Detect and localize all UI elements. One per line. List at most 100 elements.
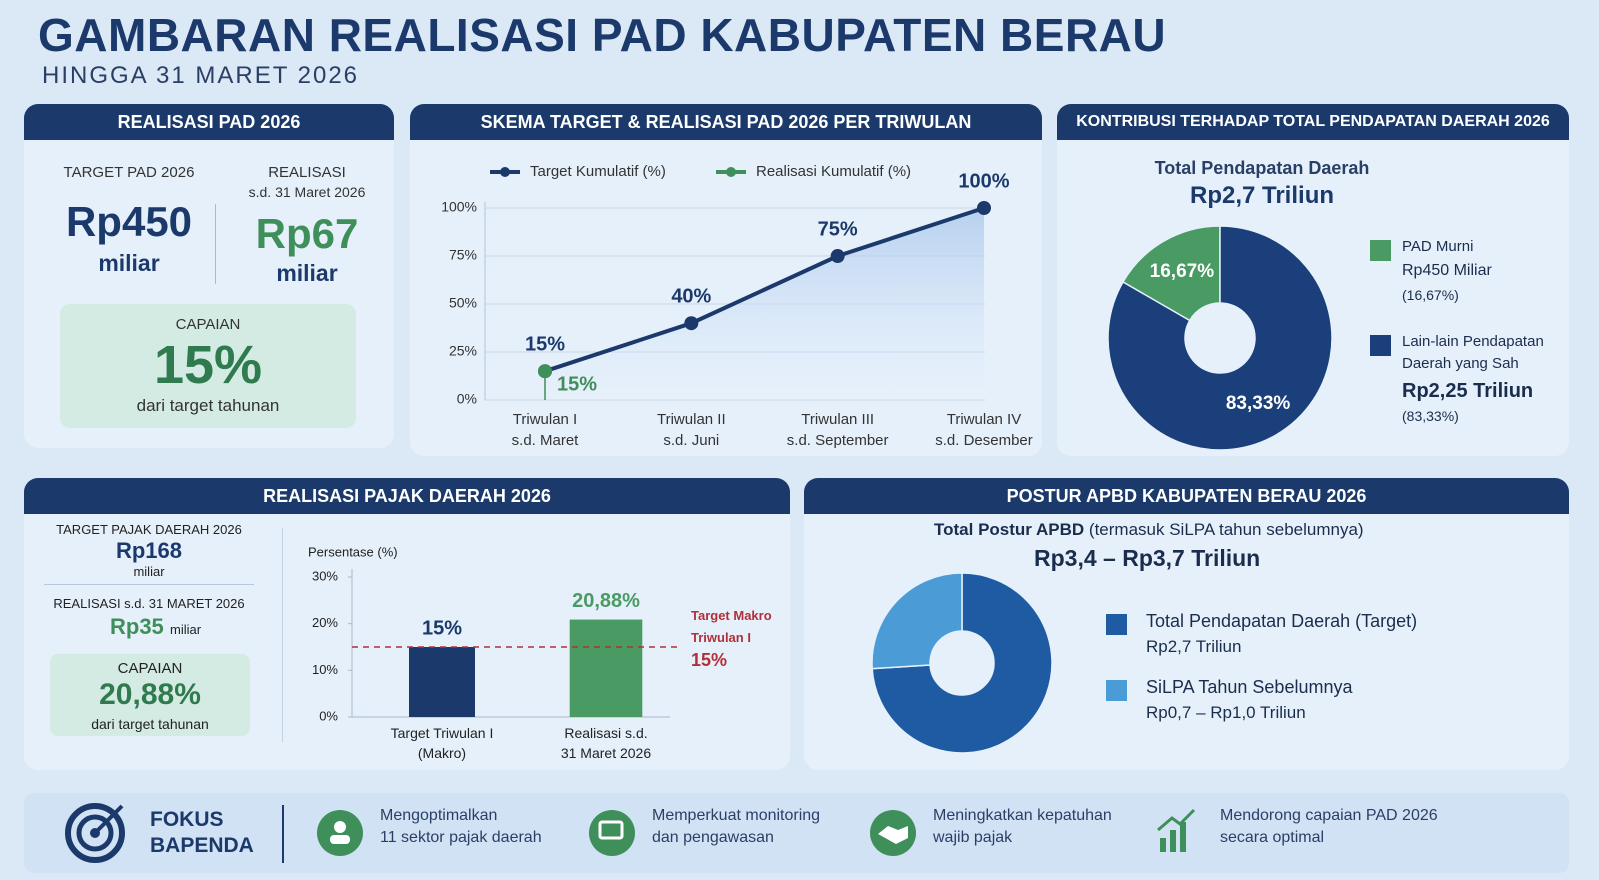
data-label: 15%	[422, 617, 462, 639]
label: CAPAIAN	[175, 316, 241, 333]
icon	[1160, 838, 1166, 852]
focus-item: Mengoptimalkan 11 sektor pajak daerah	[380, 807, 542, 846]
bar	[409, 647, 475, 717]
pie-subtitle-row: Total Postur APBD (termasuk SiLPA tahun …	[934, 520, 1364, 540]
point	[684, 316, 699, 331]
y-axis-label: Persentase (%)	[308, 544, 398, 559]
legend-detail: Rp2,7 Triliun	[1146, 637, 1241, 656]
y-tick-label: 0%	[457, 391, 477, 407]
legend-swatch	[1106, 614, 1127, 635]
legend-detail: Rp2,25 Triliun	[1402, 380, 1533, 402]
label: REALISASI	[268, 164, 346, 181]
data-label: 16,67%	[1150, 261, 1215, 282]
data-label: 40%	[671, 285, 711, 307]
data-label: 15%	[525, 333, 565, 355]
divider	[44, 584, 254, 585]
value: Rp450	[65, 198, 193, 245]
pie-subtitle: Total Postur APBD	[934, 520, 1085, 539]
pie-total: Rp3,4 – Rp3,7 Triliun	[1034, 545, 1261, 571]
target-icon	[65, 803, 125, 863]
value: 20,88%	[99, 678, 201, 711]
label: s.d. 31 Maret 2026	[248, 184, 366, 200]
focus-item: Memperkuat monitoring dan pengawasan	[652, 807, 821, 846]
target-icon	[76, 814, 114, 852]
icon	[1157, 808, 1196, 832]
y-tick-label: 100%	[441, 199, 477, 215]
icon	[878, 826, 908, 844]
icon	[589, 810, 635, 856]
legend-swatch	[1106, 680, 1127, 701]
pad-panel: REALISASI PAD 2026 TARGET PAD 2026 Rp450…	[24, 104, 394, 448]
legend-note: (83,33%)	[1402, 408, 1459, 424]
unit: miliar	[170, 622, 202, 637]
focus-item: Mendorong capaian PAD 2026 secara optima…	[1220, 807, 1438, 846]
capaian-box: CAPAIAN 15% dari target tahunan	[60, 304, 356, 428]
pajak-panel: REALISASI PAJAK DAERAH 2026 TARGET PAJAK…	[24, 478, 790, 770]
x-tick-label: Target Triwulan I (Makro)	[391, 725, 494, 761]
y-tick-label: 75%	[449, 247, 477, 263]
focus-bar: FOKUS BAPENDA Mengoptimalkan 11 sektor p…	[24, 793, 1569, 873]
point	[977, 201, 991, 215]
y-tick-label: 50%	[449, 295, 477, 311]
pie-slice	[1121, 225, 1221, 322]
point	[830, 249, 845, 263]
legend-detail: Rp0,7 – Rp1,0 Triliun	[1146, 703, 1306, 722]
y-tick-label: 25%	[449, 343, 477, 359]
label: TARGET PAD 2026	[63, 164, 195, 181]
data-label: 15%	[557, 373, 597, 395]
value: Rp168	[115, 538, 183, 563]
label: REALISASI s.d. 31 MARET 2026	[53, 596, 245, 611]
panel-title: KONTRIBUSI TERHADAP TOTAL PENDAPATAN DAE…	[1057, 104, 1569, 140]
pie-subtitle: Total Pendapatan Daerah	[1154, 158, 1370, 178]
label: CAPAIAN	[117, 660, 183, 677]
x-tick-label: Triwulan IV s.d. Desember	[935, 411, 1033, 449]
target-icon	[93, 804, 124, 835]
area	[545, 208, 984, 400]
label: TARGET PAJAK DAERAH 2026	[56, 522, 242, 537]
legend-marker	[500, 167, 510, 177]
focus-title: FOKUS BAPENDA	[150, 808, 254, 857]
focus-item: Meningkatkan kepatuhan wajib pajak	[933, 807, 1112, 846]
unit: miliar	[276, 260, 338, 286]
reference-value: 15%	[691, 650, 727, 670]
legend-name: Lain-lain Pendapatan Daerah yang Sah	[1402, 333, 1544, 372]
divider	[282, 528, 283, 742]
reference-label: Target Makro Triwulan I	[691, 608, 772, 645]
page-subtitle: HINGGA 31 MARET 2026	[42, 62, 360, 89]
point	[538, 364, 552, 379]
data-label: 20,88%	[572, 590, 640, 612]
unit: miliar	[133, 564, 165, 579]
panel-title: SKEMA TARGET & REALISASI PAD 2026 PER TR…	[410, 104, 1042, 140]
icon	[334, 821, 346, 833]
value: Rp35	[110, 614, 164, 639]
data-label: 83,33%	[1226, 393, 1291, 414]
capaian-box: CAPAIAN 20,88% dari target tahunan	[50, 654, 250, 736]
panel-title: REALISASI PAD 2026	[24, 104, 394, 140]
legend-detail: Rp450 Miliar	[1402, 262, 1492, 279]
legend-label: Realisasi Kumulatif (%)	[756, 163, 911, 180]
pie-slice	[871, 572, 1053, 754]
pie-slice	[1107, 225, 1333, 451]
divider	[282, 805, 284, 863]
bar	[569, 619, 643, 717]
label: dari target tahunan	[136, 396, 280, 415]
x-tick-label: Triwulan III s.d. September	[787, 411, 889, 449]
y-tick-label: 30%	[312, 568, 338, 583]
pie-slice	[871, 572, 963, 670]
legend-label: Target Kumulatif (%)	[530, 163, 666, 180]
legend-swatch	[1370, 240, 1391, 261]
icon	[598, 820, 624, 840]
panel-title: REALISASI PAJAK DAERAH 2026	[24, 478, 790, 514]
value: 15%	[153, 335, 263, 395]
icon	[1170, 830, 1176, 852]
page-title: GAMBARAN REALISASI PAD KABUPATEN BERAU	[38, 9, 1167, 61]
legend-name: Total Pendapatan Daerah (Target)	[1146, 611, 1417, 631]
label: dari target tahunan	[91, 716, 209, 732]
unit: miliar	[98, 250, 160, 276]
legend-name: PAD Murni	[1402, 238, 1473, 255]
x-tick-label: Triwulan II s.d. Juni	[657, 411, 726, 449]
